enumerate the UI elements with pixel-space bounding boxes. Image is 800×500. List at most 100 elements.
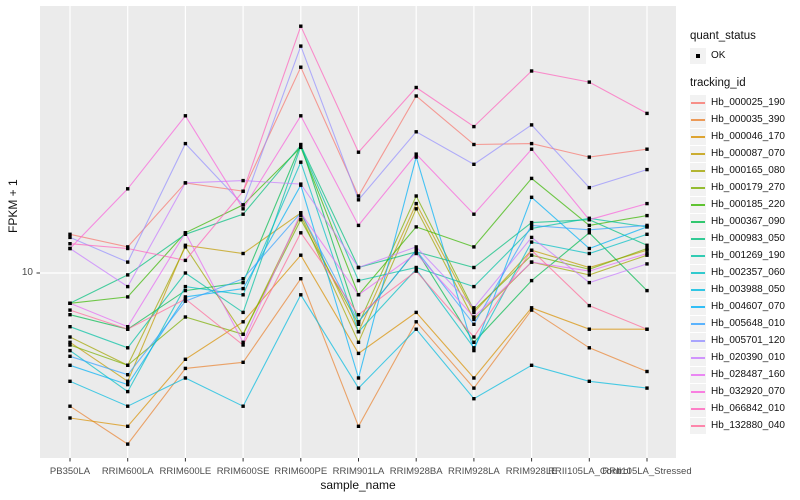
legend-color-line-icon — [691, 339, 705, 342]
legend-item-label: Hb_004607_070 — [711, 301, 785, 312]
data-point — [183, 181, 188, 185]
legend-color-line-icon — [691, 186, 705, 189]
legend-color-line-icon — [691, 373, 705, 376]
legend-item-label: Hb_005701_120 — [711, 335, 785, 346]
data-point — [529, 235, 534, 240]
data-point — [529, 147, 534, 151]
data-point — [356, 340, 361, 344]
data-point — [126, 295, 130, 299]
data-point — [645, 369, 649, 374]
data-point — [472, 310, 476, 315]
data-point — [587, 251, 591, 256]
x-tick-label: RRII105LA_Control — [548, 466, 631, 477]
data-point — [529, 240, 534, 244]
data-point — [299, 218, 303, 222]
legend-item-label: Hb_000179_270 — [711, 182, 785, 193]
y-tick-label: 10 — [21, 267, 33, 278]
data-point — [68, 416, 72, 420]
data-point — [472, 124, 476, 129]
data-point — [68, 348, 72, 353]
legend-key-box — [690, 196, 706, 213]
legend-item-label: Hb_000046_170 — [711, 131, 785, 142]
data-point — [183, 231, 188, 235]
data-point — [241, 251, 245, 256]
legend-key-box — [690, 366, 706, 383]
legend-item-Hb_066842_010: Hb_066842_010 — [690, 400, 800, 417]
data-point — [529, 363, 534, 367]
data-point — [587, 327, 591, 331]
legend-key-box — [690, 298, 706, 315]
data-point — [299, 160, 303, 164]
legend-color-line-icon — [691, 407, 705, 410]
data-point — [241, 343, 245, 347]
legend-color-line-icon — [691, 424, 705, 427]
legend-key-box — [690, 400, 706, 417]
data-point — [587, 228, 591, 232]
data-point — [183, 295, 188, 299]
data-point — [299, 277, 303, 281]
data-point — [299, 231, 303, 235]
data-point — [529, 278, 534, 283]
legend-item-Hb_000046_170: Hb_000046_170 — [690, 128, 800, 145]
legend: quant_status OK tracking_id Hb_000025_19… — [690, 30, 800, 434]
data-point — [356, 376, 361, 380]
data-point — [529, 226, 534, 231]
data-point — [414, 267, 418, 271]
legend-color-line-icon — [691, 356, 705, 359]
data-point — [645, 232, 649, 236]
legend-item-Hb_020390_010: Hb_020390_010 — [690, 349, 800, 366]
data-point — [645, 167, 649, 172]
data-point — [587, 155, 591, 159]
data-point — [529, 306, 534, 310]
data-point — [529, 195, 534, 199]
legend-key-box — [690, 349, 706, 366]
data-point — [472, 348, 476, 353]
data-point — [183, 366, 188, 371]
legend-item-Hb_132880_040: Hb_132880_040 — [690, 417, 800, 434]
data-point — [645, 223, 649, 228]
legend-item-Hb_000983_050: Hb_000983_050 — [690, 230, 800, 247]
legend-item-label: Hb_066842_010 — [711, 403, 785, 414]
data-point — [472, 245, 476, 249]
legend-key-box — [690, 332, 706, 349]
data-point — [356, 223, 361, 228]
data-point — [183, 245, 188, 249]
data-point — [529, 141, 534, 146]
data-point — [299, 213, 303, 218]
data-point — [126, 442, 130, 446]
data-point — [414, 251, 418, 256]
legend-color-line-icon — [691, 118, 705, 121]
data-point — [126, 404, 130, 408]
data-point — [241, 212, 245, 216]
data-point — [529, 308, 534, 312]
legend-key-box — [690, 128, 706, 145]
data-point — [587, 185, 591, 190]
legend-item-label: Hb_003988_050 — [711, 284, 785, 295]
data-point — [645, 246, 649, 251]
data-point — [299, 44, 303, 48]
data-point — [529, 123, 534, 127]
data-point — [68, 379, 72, 383]
x-tick-label: RRIM600PE — [274, 466, 328, 477]
legend-title-quant-status: quant_status — [690, 30, 756, 42]
data-point — [299, 114, 303, 118]
data-point — [587, 379, 591, 383]
data-point — [645, 213, 649, 218]
data-point — [183, 271, 188, 275]
data-point — [299, 65, 303, 69]
data-point — [68, 235, 72, 240]
data-point — [241, 286, 245, 291]
data-point — [241, 340, 245, 344]
data-point — [414, 245, 418, 249]
data-point — [126, 187, 130, 191]
data-point — [472, 335, 476, 339]
data-point — [414, 327, 418, 331]
point-marker-icon — [696, 53, 700, 58]
legend-key-box — [690, 145, 706, 162]
data-point — [472, 306, 476, 310]
data-point — [645, 288, 649, 293]
data-point — [472, 162, 476, 166]
legend-color-line-icon — [691, 220, 705, 223]
data-point — [126, 346, 130, 350]
x-tick-label: RRIM901LA — [332, 466, 385, 477]
